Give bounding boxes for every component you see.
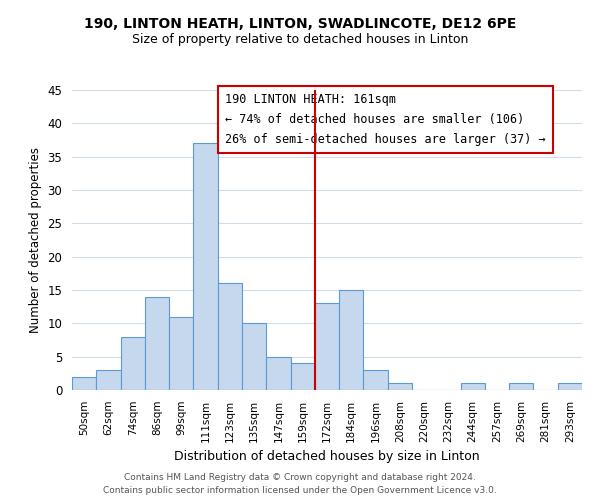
Bar — [193, 144, 218, 390]
Text: Contains HM Land Registry data © Crown copyright and database right 2024.: Contains HM Land Registry data © Crown c… — [124, 472, 476, 482]
Bar — [364, 370, 388, 390]
Bar — [339, 290, 364, 390]
Bar — [169, 316, 193, 390]
Text: Size of property relative to detached houses in Linton: Size of property relative to detached ho… — [132, 32, 468, 46]
Bar — [242, 324, 266, 390]
Bar — [72, 376, 96, 390]
Bar — [509, 384, 533, 390]
Bar — [145, 296, 169, 390]
Bar — [96, 370, 121, 390]
Y-axis label: Number of detached properties: Number of detached properties — [29, 147, 42, 333]
X-axis label: Distribution of detached houses by size in Linton: Distribution of detached houses by size … — [174, 450, 480, 463]
Bar — [461, 384, 485, 390]
Text: 190, LINTON HEATH, LINTON, SWADLINCOTE, DE12 6PE: 190, LINTON HEATH, LINTON, SWADLINCOTE, … — [84, 18, 516, 32]
Text: Contains public sector information licensed under the Open Government Licence v3: Contains public sector information licen… — [103, 486, 497, 495]
Text: 190 LINTON HEATH: 161sqm
← 74% of detached houses are smaller (106)
26% of semi-: 190 LINTON HEATH: 161sqm ← 74% of detach… — [225, 93, 545, 146]
Bar — [558, 384, 582, 390]
Bar — [218, 284, 242, 390]
Bar — [266, 356, 290, 390]
Bar — [121, 336, 145, 390]
Bar — [388, 384, 412, 390]
Bar — [315, 304, 339, 390]
Bar — [290, 364, 315, 390]
